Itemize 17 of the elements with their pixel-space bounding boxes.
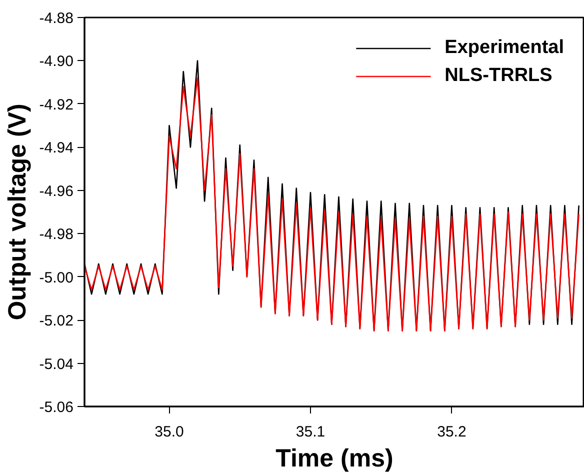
y-tick-label: -4.94 xyxy=(39,140,74,157)
legend-label: NLS-TRRLS xyxy=(444,65,552,87)
y-axis-title: Output voltage (V) xyxy=(3,104,32,320)
x-tick-label: 35.0 xyxy=(154,424,184,440)
legend-label: Experimental xyxy=(444,37,564,59)
y-tick-label: -4.92 xyxy=(39,96,74,114)
y-tick-label: -4.88 xyxy=(39,10,74,27)
x-tick-label: 35.2 xyxy=(437,424,466,440)
y-tick-label: -5.04 xyxy=(39,356,74,373)
x-tick-label: 35.1 xyxy=(296,424,326,440)
y-tick-label: -4.98 xyxy=(39,226,74,244)
x-axis-title: Time (ms) xyxy=(276,444,394,472)
y-tick-label: -5.00 xyxy=(39,269,74,286)
y-tick-label: -4.96 xyxy=(39,182,74,200)
y-tick-label: -5.02 xyxy=(39,312,74,330)
y-tick-label: -5.06 xyxy=(39,399,74,416)
y-tick-label: -4.90 xyxy=(39,53,74,70)
